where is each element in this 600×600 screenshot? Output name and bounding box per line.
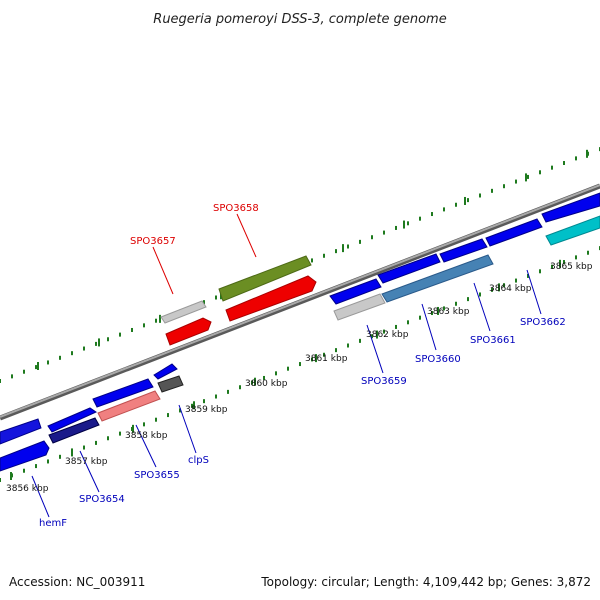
gene-spo3654-dark[interactable] <box>48 417 100 444</box>
accession-text: Accession: NC_003911 <box>9 575 145 589</box>
gene-spo3655-upper[interactable] <box>92 378 154 408</box>
gene-spo3659-upper[interactable] <box>329 278 382 305</box>
gene-labels: SPO3657 SPO3658 hemF SPO3654 SPO3655 clp… <box>39 203 566 529</box>
gene-spo3658[interactable] <box>225 275 317 322</box>
gene-hemf[interactable] <box>0 440 50 472</box>
tick-label: 3856 kbp <box>6 484 49 494</box>
tick-label: 3863 kbp <box>427 307 470 317</box>
gene-clps-upper[interactable] <box>153 363 178 380</box>
gene-spo3661-upper[interactable] <box>439 238 488 263</box>
reverse-strand-genes <box>0 192 600 472</box>
gene-spo3657[interactable] <box>165 317 212 346</box>
tick-label: 3865 kbp <box>550 262 593 272</box>
tick-label: 3859 kbp <box>185 405 228 415</box>
label-leaders <box>31 213 542 518</box>
scale-labels: 3856 kbp 3857 kbp 3858 kbp 3859 kbp 3860… <box>6 262 593 494</box>
scale-ticks <box>10 149 588 480</box>
gene-spo3661[interactable] <box>485 218 543 247</box>
gene-spo3658-green[interactable] <box>218 255 312 302</box>
gene-label-spo3655[interactable]: SPO3655 <box>134 470 180 481</box>
tick-label: 3857 kbp <box>65 457 108 467</box>
gene-spo3660-upper[interactable] <box>377 253 441 284</box>
tick-label: 3861 kbp <box>305 354 348 364</box>
tick-label: 3862 kbp <box>366 330 409 340</box>
grid-dots <box>0 147 600 482</box>
gene-spo3655[interactable] <box>97 390 161 422</box>
gene-label-spo3661[interactable]: SPO3661 <box>470 335 516 346</box>
gene-label-hemf[interactable]: hemF <box>39 518 67 529</box>
gene-spo3662-upper[interactable] <box>541 192 600 223</box>
gene-clps[interactable] <box>157 375 184 393</box>
map-title: Ruegeria pomeroyi DSS-3, complete genome <box>153 12 446 27</box>
topology-text: Topology: circular; Length: 4,109,442 bp… <box>260 575 591 589</box>
gene-spo3657-grey[interactable] <box>160 300 207 324</box>
tick-label: 3860 kbp <box>245 379 288 389</box>
gene-label-spo3659[interactable]: SPO3659 <box>361 376 407 387</box>
gene-label-spo3662[interactable]: SPO3662 <box>520 317 566 328</box>
gene-hemf-upper[interactable] <box>0 418 42 445</box>
gene-spo3662[interactable] <box>545 215 600 246</box>
gene-label-spo3654[interactable]: SPO3654 <box>79 494 125 505</box>
gene-label-spo3660[interactable]: SPO3660 <box>415 354 461 365</box>
tick-label: 3864 kbp <box>489 284 532 294</box>
gene-label-clps[interactable]: clpS <box>188 455 209 466</box>
gene-spo3660[interactable] <box>381 254 494 303</box>
tick-label: 3858 kbp <box>125 431 168 441</box>
genome-backbone <box>0 183 600 421</box>
gene-label-spo3657[interactable]: SPO3657 <box>130 236 176 247</box>
forward-strand-genes <box>160 255 317 346</box>
gene-spo3659[interactable] <box>333 293 386 321</box>
gene-label-spo3658[interactable]: SPO3658 <box>213 203 259 214</box>
gene-spo3654[interactable] <box>47 407 98 433</box>
